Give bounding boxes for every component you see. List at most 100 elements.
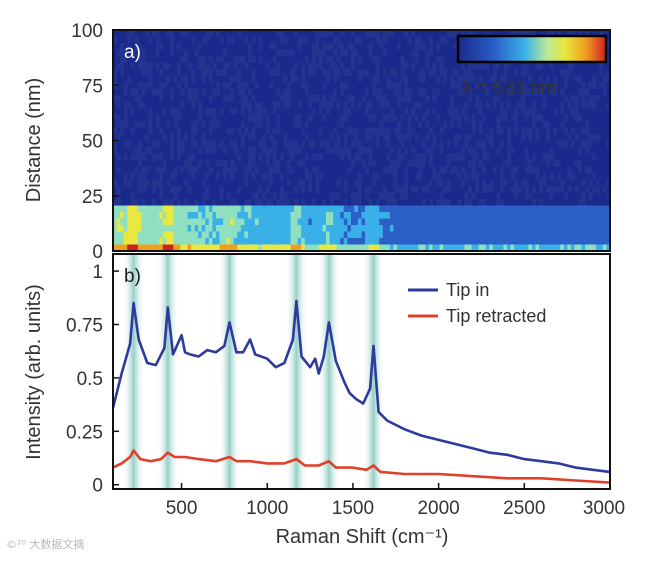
- heatmap-cell: [269, 218, 274, 226]
- heatmap-cell: [578, 160, 582, 167]
- heatmap-cell: [159, 244, 164, 251]
- heatmap-cell: [436, 179, 440, 187]
- heatmap-cell: [137, 205, 142, 213]
- heatmap-cell: [262, 212, 267, 219]
- heatmap-cell: [546, 205, 551, 213]
- heatmap-cell: [326, 147, 330, 154]
- heatmap-cell: [180, 101, 185, 109]
- heatmap-cell: [123, 244, 128, 251]
- heatmap-cell: [230, 36, 235, 44]
- heatmap-cell: [574, 231, 579, 239]
- heatmap-cell: [329, 218, 334, 226]
- heatmap-cell: [308, 140, 313, 148]
- heatmap-cell: [162, 134, 167, 141]
- heatmap-cell: [137, 173, 142, 180]
- heatmap-cell: [176, 186, 181, 193]
- heatmap-cell: [187, 186, 192, 193]
- heatmap-cell: [464, 75, 469, 83]
- heatmap-cell: [205, 147, 210, 154]
- heatmap-cell: [315, 225, 320, 232]
- heatmap-cell: [194, 205, 199, 213]
- heatmap-cell: [173, 212, 178, 219]
- heatmap-cell: [173, 108, 178, 115]
- heatmap-cell: [386, 140, 391, 148]
- heatmap-cell: [503, 225, 508, 232]
- heatmap-cell: [425, 134, 430, 141]
- heatmap-cell: [294, 75, 298, 83]
- heatmap-cell: [336, 244, 341, 251]
- heatmap-cell: [152, 212, 156, 219]
- heatmap-cell: [113, 244, 117, 251]
- heatmap-cell: [173, 205, 178, 213]
- heatmap-cell: [546, 218, 551, 226]
- heatmap-cell: [283, 199, 288, 206]
- heatmap-cell: [311, 238, 316, 245]
- heatmap-cell: [272, 205, 277, 213]
- heatmap-cell: [453, 218, 458, 226]
- heatmap-cell: [499, 225, 504, 232]
- heatmap-cell: [336, 192, 341, 200]
- heatmap-cell: [169, 153, 174, 161]
- heatmap-cell: [262, 218, 267, 226]
- heatmap-cell: [439, 212, 444, 219]
- heatmap-cell: [382, 192, 387, 200]
- heatmap-cell: [251, 75, 256, 83]
- heatmap-cell: [400, 56, 405, 63]
- heatmap-cell: [262, 244, 267, 251]
- heatmap-cell: [226, 238, 231, 245]
- heatmap-cell: [184, 238, 188, 245]
- heatmap-cell: [524, 225, 529, 232]
- heatmap-cell: [471, 205, 476, 213]
- heatmap-cell: [528, 127, 533, 135]
- heatmap-cell: [201, 231, 206, 239]
- heatmap-cell: [262, 205, 267, 213]
- heatmap-cell: [343, 212, 348, 219]
- heatmap-cell: [372, 30, 377, 37]
- heatmap-cell: [361, 205, 366, 213]
- heatmap-cell: [279, 199, 284, 206]
- heatmap-cell: [425, 62, 430, 70]
- heatmap-cell: [468, 218, 472, 226]
- heatmap-cell: [180, 147, 185, 154]
- heatmap-cell: [517, 225, 522, 232]
- heatmap-cell: [439, 205, 444, 213]
- heatmap-cell: [460, 238, 465, 245]
- heatmap-cell: [123, 212, 128, 219]
- heatmap-cell: [208, 147, 213, 154]
- heatmap-cell: [535, 205, 540, 213]
- heatmap-cell: [223, 95, 227, 102]
- heatmap-cell: [574, 134, 579, 141]
- heatmap-cell: [443, 166, 448, 174]
- heatmap-cell: [375, 69, 380, 76]
- heatmap-cell: [326, 205, 330, 213]
- heatmap-cell: [365, 218, 369, 226]
- heatmap-cell: [205, 231, 210, 239]
- heatmap-cell: [336, 147, 341, 154]
- heatmap-cell: [130, 238, 135, 245]
- heatmap-cell: [191, 231, 196, 239]
- heatmap-cell: [361, 95, 366, 102]
- heatmap-cell: [446, 186, 451, 193]
- heatmap-cell: [212, 121, 217, 128]
- heatmap-cell: [262, 134, 267, 141]
- heatmap-cell: [279, 212, 284, 219]
- heatmap-cell: [215, 238, 220, 245]
- heatmap-cell: [496, 205, 501, 213]
- heatmap-cell: [276, 62, 281, 70]
- heatmap-cell: [393, 218, 398, 226]
- heatmap-cell: [123, 153, 128, 161]
- heatmap-cell: [542, 244, 547, 251]
- heatmap-cell: [116, 166, 121, 174]
- heatmap-cell: [531, 244, 536, 251]
- heatmap-cell: [556, 218, 561, 226]
- heatmap-cell: [428, 179, 433, 187]
- heatmap-cell: [176, 231, 181, 239]
- heatmap-cell: [581, 199, 586, 206]
- heatmap-cell: [432, 238, 437, 245]
- heatmap-cell: [436, 173, 440, 180]
- heatmap-cell: [560, 205, 565, 213]
- heatmap-cell: [606, 238, 610, 245]
- heatmap-cell: [215, 218, 220, 226]
- heatmap-cell: [585, 166, 590, 174]
- heatmap-cell: [180, 166, 185, 174]
